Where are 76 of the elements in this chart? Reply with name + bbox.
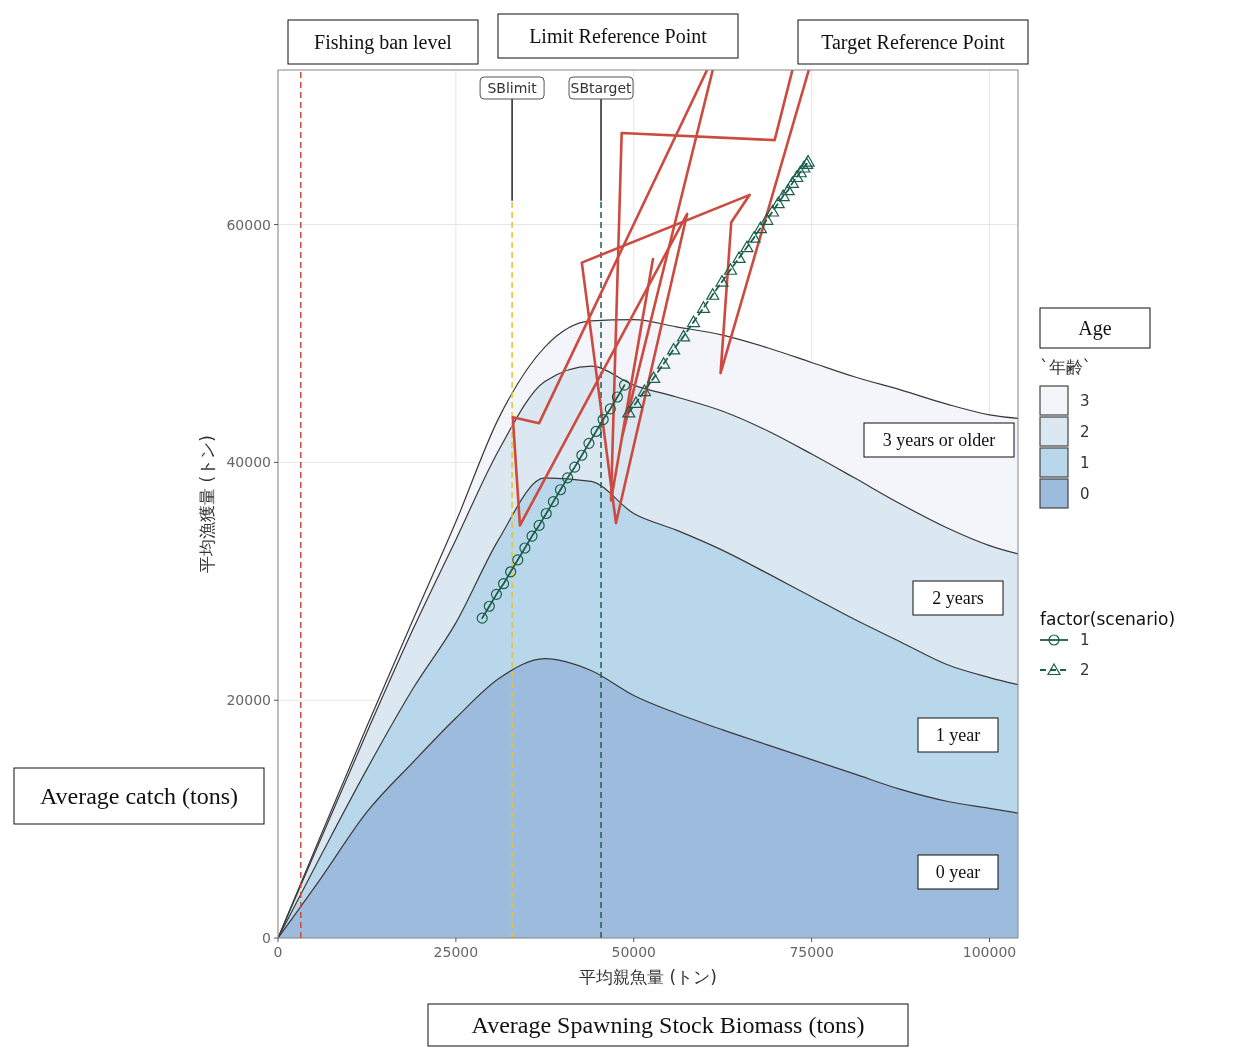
point: [611, 391, 623, 403]
point: [604, 403, 616, 415]
x-axis-title: 平均親魚量 (トン): [579, 967, 717, 987]
point: [622, 405, 636, 418]
point: [590, 425, 602, 438]
point: [547, 496, 559, 508]
point: [483, 600, 495, 612]
legend-label: 0: [1080, 485, 1090, 503]
point: [497, 578, 510, 590]
ref-line-label: SBlimit: [487, 80, 538, 96]
point: [765, 204, 780, 217]
point: [715, 275, 729, 287]
point: [569, 461, 581, 473]
point: [618, 379, 631, 391]
point: [629, 396, 643, 409]
point: [723, 263, 738, 275]
point: [732, 251, 746, 263]
x-tick-label: 0: [273, 944, 283, 960]
x-tick-label: 25000: [433, 944, 479, 960]
y-tick-label: 60000: [226, 216, 271, 233]
text: Average catch (tons): [39, 783, 239, 810]
x-tick-label: 100000: [962, 944, 1017, 960]
point: [740, 240, 754, 253]
legend-label: 2: [1080, 661, 1090, 679]
point: [753, 221, 768, 234]
legend-label: 3: [1080, 392, 1090, 410]
point: [667, 342, 681, 355]
y-tick-label: 20000: [226, 692, 271, 709]
legend-label: 1: [1080, 631, 1090, 649]
point: [490, 588, 503, 600]
y-axis-title: 平均漁獲量 (トン): [197, 435, 217, 573]
point: [647, 371, 661, 384]
legend-label: 2: [1080, 423, 1090, 441]
point: [686, 315, 701, 328]
point: [637, 384, 652, 397]
point: [776, 189, 790, 202]
annotation: 1 year: [935, 725, 981, 746]
point: [562, 472, 574, 484]
point: [785, 176, 800, 189]
point: [793, 165, 807, 178]
point: [512, 554, 524, 566]
legend-label: 1: [1080, 454, 1090, 472]
y-tick-label: 40000: [226, 454, 271, 471]
point: [519, 542, 531, 554]
x-tick-label: 75000: [789, 944, 834, 960]
point: [747, 231, 761, 243]
point: [576, 449, 588, 461]
point: [476, 612, 488, 624]
text: Fishing ban level: [314, 31, 453, 54]
text: Limit Reference Point: [529, 25, 708, 47]
text: Average Spawning Stock Biomass (tons): [471, 1012, 865, 1039]
point: [676, 329, 691, 342]
text: Age: [1078, 317, 1112, 340]
point: [760, 213, 774, 225]
point: [597, 413, 609, 426]
annotation: 2 years: [932, 588, 984, 609]
point: [657, 357, 671, 369]
point: [706, 288, 720, 300]
point: [583, 437, 595, 449]
y-tick-label: 0: [262, 930, 271, 946]
text: factor(scenario): [1040, 609, 1176, 629]
point: [781, 183, 795, 196]
annotation: 3 years or older: [882, 430, 996, 451]
ref-line-label: SBtarget: [570, 80, 633, 96]
point: [526, 530, 538, 542]
legend-title: `年齢`: [1040, 357, 1091, 377]
text: Target Reference Point: [821, 31, 1006, 54]
point: [790, 170, 804, 183]
point: [554, 484, 567, 496]
point: [540, 507, 552, 520]
point: [505, 566, 517, 578]
point: [533, 519, 545, 531]
x-tick-label: 50000: [611, 944, 657, 960]
point: [771, 196, 785, 209]
annotation: 0 year: [935, 862, 981, 883]
point: [696, 301, 711, 313]
